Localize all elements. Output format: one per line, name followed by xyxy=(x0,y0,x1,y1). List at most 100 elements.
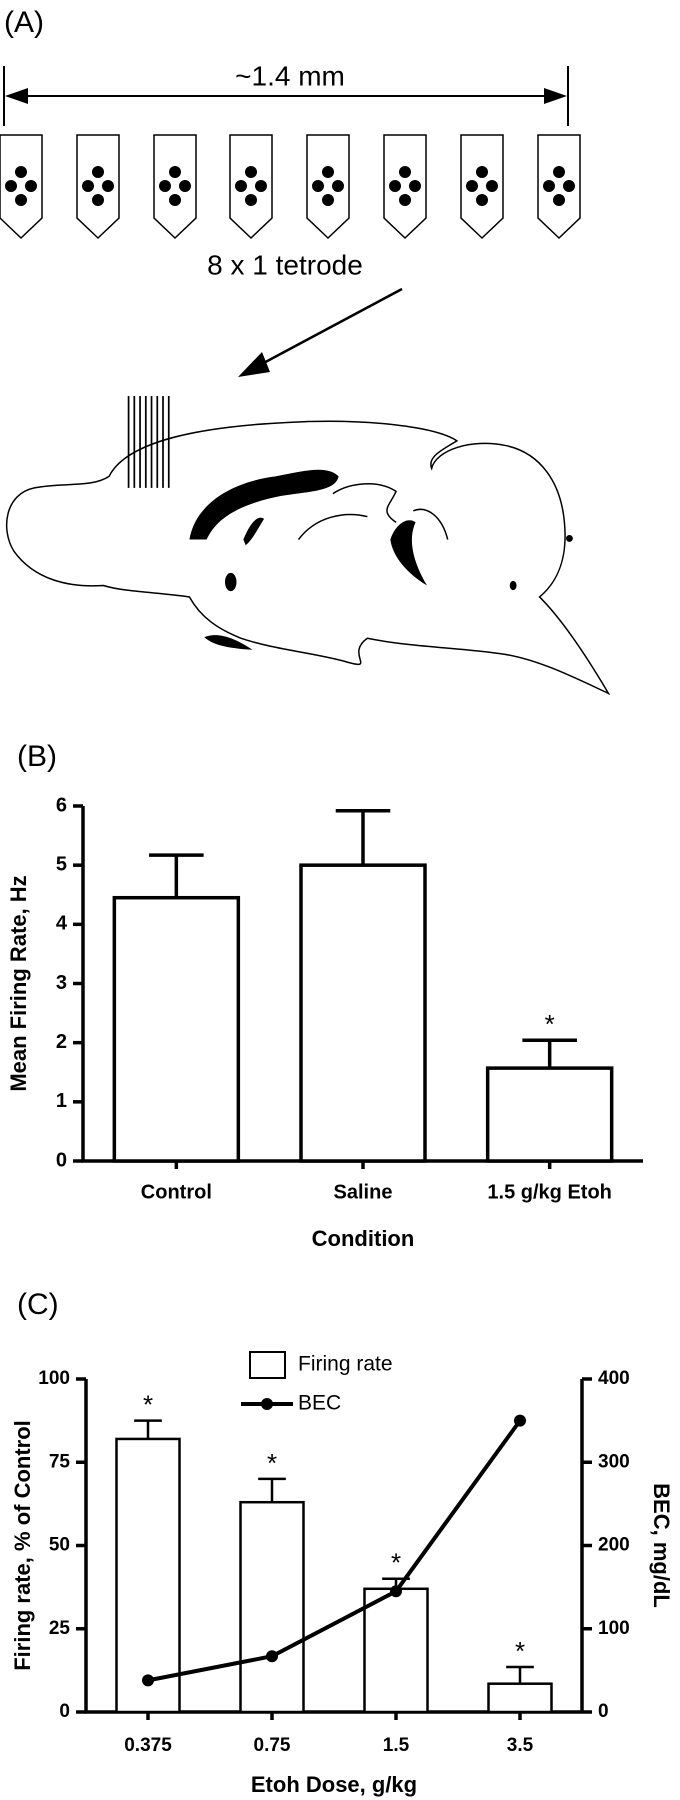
tetrode-wire xyxy=(332,180,344,192)
tetrode-wire xyxy=(389,180,401,192)
tetrode-wire xyxy=(245,194,257,206)
tetrode-wire xyxy=(409,180,421,192)
tetrode-wire xyxy=(312,180,324,192)
tetrode-shield xyxy=(383,134,427,240)
tetrode-wire xyxy=(399,166,411,178)
y-tick-label: 1 xyxy=(56,1090,67,1112)
error-bar xyxy=(258,1477,286,1503)
tetrode-wire xyxy=(553,194,565,206)
tetrode-shield xyxy=(306,134,350,240)
y-tick-label: 5 xyxy=(56,853,67,875)
bar xyxy=(363,1587,429,1714)
significance-mark: * xyxy=(515,1636,525,1666)
tetrode-wire xyxy=(322,166,334,178)
tetrode-wire xyxy=(15,166,27,178)
y-tick-label: 25 xyxy=(49,1618,71,1639)
brain-diagram xyxy=(5,396,611,696)
tetrode-wire xyxy=(15,194,27,206)
y-tick-label: 50 xyxy=(49,1535,70,1556)
panel-label: (B) xyxy=(17,740,57,773)
y-tick-label: 3 xyxy=(56,972,67,994)
y-tick-label: 6 xyxy=(56,794,67,816)
axis-label: Etoh Dose, g/kg xyxy=(251,1772,417,1797)
y-tick-label: 100 xyxy=(598,1618,630,1639)
significance-mark: * xyxy=(143,1390,153,1420)
tetrode-array xyxy=(0,134,581,240)
tetrode-shield xyxy=(0,134,43,240)
bar xyxy=(487,1682,553,1714)
tetrode-wire xyxy=(245,166,257,178)
tetrode-wire xyxy=(486,180,498,192)
tetrode-wire xyxy=(235,180,247,192)
legend-swatch xyxy=(261,1398,273,1410)
bar xyxy=(485,1066,614,1163)
point xyxy=(266,1650,278,1663)
y-tick-label: 0 xyxy=(598,1701,609,1722)
error-bar xyxy=(149,853,204,898)
significance-mark: * xyxy=(267,1448,277,1478)
pointer-arrow xyxy=(238,287,403,377)
tetrode-wire xyxy=(159,180,171,192)
x-tick-label: Control xyxy=(141,1181,212,1203)
tetrode-shield xyxy=(537,134,581,240)
panel-label: (C) xyxy=(17,1288,59,1321)
tetrode-wire xyxy=(179,180,191,192)
y-tick-label: 2 xyxy=(56,1031,67,1053)
legend-label: Firing rate xyxy=(298,1353,393,1376)
point xyxy=(390,1585,402,1598)
tetrode-wire xyxy=(25,180,37,192)
x-tick-label: 0.375 xyxy=(124,1735,172,1756)
tetrode-shield xyxy=(229,134,273,240)
tetrode-wire xyxy=(169,194,181,206)
tetrode-shield xyxy=(153,134,197,240)
tetrode-wire xyxy=(399,194,411,206)
y-tick-label: 75 xyxy=(49,1451,71,1472)
significance-mark: * xyxy=(545,1009,555,1039)
bar xyxy=(115,1437,181,1714)
axis-label: Firing rate, % of Control xyxy=(10,1420,35,1671)
tetrode-wire xyxy=(543,180,555,192)
tetrode-wire xyxy=(169,166,181,178)
point xyxy=(514,1414,526,1427)
tetrode-wire xyxy=(82,180,94,192)
tetrode-wire xyxy=(322,194,334,206)
tetrode-wire xyxy=(102,180,114,192)
line xyxy=(147,1419,522,1683)
y-tick-label: 0 xyxy=(56,1149,67,1171)
bar xyxy=(239,1500,305,1714)
y-tick-label: 4 xyxy=(56,913,68,935)
x-tick-label: Saline xyxy=(334,1181,393,1203)
panel-label: (A) xyxy=(4,6,44,39)
error-bar xyxy=(522,1038,577,1069)
axis-label: BEC, mg/dL xyxy=(649,1483,674,1608)
point xyxy=(142,1674,154,1687)
significance-mark: * xyxy=(391,1548,401,1578)
y-tick-label: 0 xyxy=(59,1701,70,1722)
tetrode-wire xyxy=(553,166,565,178)
error-bar xyxy=(506,1665,534,1684)
y-tick-label: 300 xyxy=(598,1451,630,1472)
y-tick-label: 100 xyxy=(38,1368,70,1389)
tetrode-wire xyxy=(476,166,488,178)
tetrode-caption: 8 x 1 tetrode xyxy=(207,249,363,280)
tetrode-wire xyxy=(5,180,17,192)
tetrode-wire xyxy=(466,180,478,192)
x-tick-label: 3.5 xyxy=(507,1735,534,1756)
tetrode-wire xyxy=(92,166,104,178)
bar xyxy=(112,895,241,1163)
y-tick-label: 200 xyxy=(598,1535,630,1556)
error-bar xyxy=(134,1419,162,1439)
legend-label: BEC xyxy=(298,1392,341,1415)
error-bar xyxy=(335,808,391,866)
tetrode-shield xyxy=(460,134,504,240)
x-tick-label: 1.5 g/kg Etoh xyxy=(487,1181,611,1203)
tetrode-shield xyxy=(76,134,120,240)
x-tick-label: 1.5 xyxy=(383,1735,410,1756)
tetrode-wire xyxy=(476,194,488,206)
axis-label: Condition xyxy=(312,1226,415,1251)
scale-label: ~1.4 mm xyxy=(235,60,345,91)
scale-arrow xyxy=(3,66,569,126)
legend-swatch xyxy=(249,1351,286,1379)
